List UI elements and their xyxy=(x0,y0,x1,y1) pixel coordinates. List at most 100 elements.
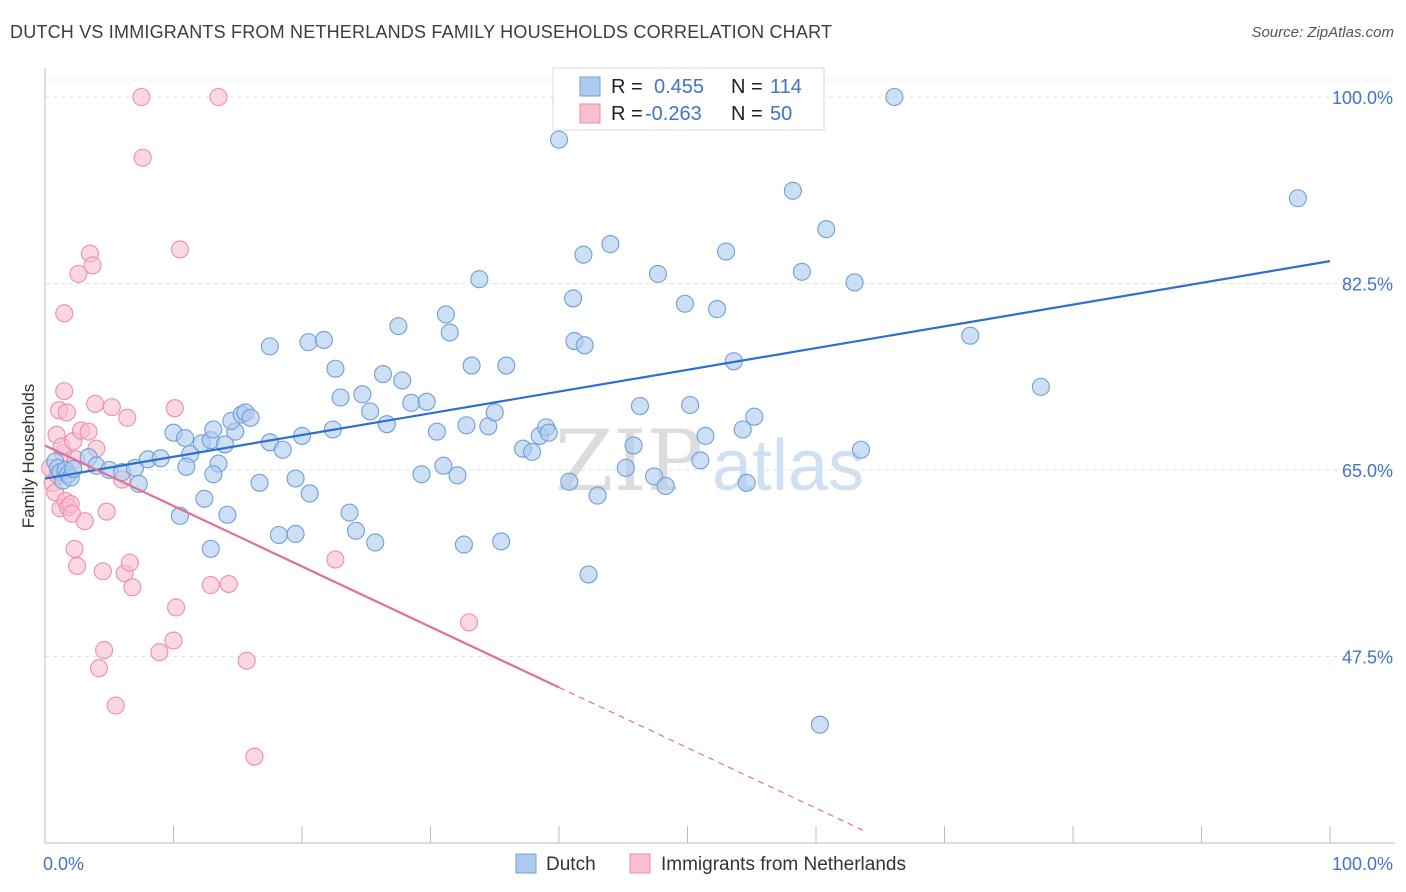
immigrants-point-32 xyxy=(102,398,121,417)
dutch-point-69 xyxy=(470,270,489,289)
immigrants-point-50 xyxy=(245,747,264,766)
dutch-point-45 xyxy=(314,330,333,350)
dutch-point-27 xyxy=(204,465,223,484)
immigrants-point-16 xyxy=(55,304,74,323)
dutch-point-21 xyxy=(204,420,223,439)
immigrants-point-25 xyxy=(83,256,102,275)
dutch-point-58 xyxy=(402,393,421,412)
dutch-point-60 xyxy=(417,392,436,411)
dutch-point-112 xyxy=(1031,377,1050,396)
dutch-point-34 xyxy=(241,408,260,427)
dutch-point-63 xyxy=(436,305,455,324)
chart-title: DUTCH VS IMMIGRANTS FROM NETHERLANDS FAM… xyxy=(10,22,833,42)
data-points xyxy=(41,87,1307,766)
immigrants-point-19 xyxy=(68,556,87,575)
immigrants-point-41 xyxy=(150,643,169,662)
dutch-point-57 xyxy=(393,371,412,390)
immigrants-point-52 xyxy=(459,613,479,632)
y-tick-labels: 47.5% 65.0% 82.5% 100.0% xyxy=(1332,88,1393,668)
watermark: ZIP atlas xyxy=(555,412,864,510)
dutch-point-89 xyxy=(624,436,643,455)
dutch-point-50 xyxy=(346,521,366,540)
dutch-point-65 xyxy=(448,466,467,485)
dutch-point-93 xyxy=(656,476,675,496)
dutch-point-108 xyxy=(845,273,864,292)
dutch-point-59 xyxy=(412,465,431,484)
dutch-point-73 xyxy=(497,356,516,375)
dutch-point-88 xyxy=(616,458,635,477)
dutch-point-84 xyxy=(575,336,594,355)
y-axis-title: Family Households xyxy=(19,384,38,529)
immigrants-point-43 xyxy=(165,399,184,418)
immigrants-point-12 xyxy=(57,403,76,422)
dutch-point-82 xyxy=(574,245,593,264)
dutch-point-96 xyxy=(691,451,710,470)
grid-lines xyxy=(45,79,1395,657)
dutch-point-53 xyxy=(366,533,385,552)
legend-box: R = 0.455 N = 114 R = -0.263 N = 50 xyxy=(552,67,825,131)
dutch-point-113 xyxy=(1288,189,1307,208)
immigrants-point-33 xyxy=(106,696,125,715)
series-immigrants xyxy=(41,87,479,766)
dutch-point-23 xyxy=(177,457,196,476)
dutch-point-67 xyxy=(457,416,476,435)
legend-n-label-2: N = xyxy=(731,103,763,125)
x-tick-label-0: 0.0% xyxy=(43,854,84,874)
dutch-point-40 xyxy=(286,524,305,543)
dutch-point-61 xyxy=(427,422,446,441)
legend-n-value-immigrants: 50 xyxy=(770,103,792,125)
x-tick-label-1: 100.0% xyxy=(1332,854,1393,874)
dutch-point-79 xyxy=(549,130,569,149)
dutch-point-80 xyxy=(560,472,579,491)
legend-r-value-dutch: 0.455 xyxy=(654,76,704,98)
dutch-point-85 xyxy=(579,565,598,584)
dutch-point-101 xyxy=(733,420,752,439)
dutch-point-52 xyxy=(361,402,380,421)
x-tick-labels: 0.0% 100.0% xyxy=(43,854,1393,874)
dutch-point-71 xyxy=(485,403,504,422)
bottom-legend-label-immigrants: Immigrants from Netherlands xyxy=(661,854,906,875)
immigrants-trend-line xyxy=(44,444,560,689)
dutch-point-94 xyxy=(675,294,694,313)
dutch-point-68 xyxy=(462,356,481,375)
dutch-point-54 xyxy=(373,365,393,384)
immigrants-trend-extension xyxy=(558,686,868,833)
legend-swatch-dutch xyxy=(579,76,601,97)
immigrants-point-44 xyxy=(170,240,189,259)
dutch-point-26 xyxy=(201,539,220,558)
dutch-point-91 xyxy=(648,264,667,283)
axes xyxy=(44,68,1395,844)
bottom-legend-swatch-dutch xyxy=(515,853,537,874)
immigrants-point-49 xyxy=(237,651,256,670)
immigrants-point-23 xyxy=(79,422,98,441)
immigrants-point-46 xyxy=(201,576,220,595)
immigrants-point-42 xyxy=(164,631,183,650)
bottom-legend: Dutch Immigrants from Netherlands xyxy=(515,853,906,875)
dutch-point-110 xyxy=(885,87,904,107)
dutch-point-66 xyxy=(454,535,473,554)
legend-swatch-immigrants xyxy=(579,103,601,124)
immigrants-point-36 xyxy=(118,408,137,427)
immigrants-point-29 xyxy=(93,562,112,581)
dutch-point-95 xyxy=(681,395,700,415)
dutch-point-102 xyxy=(737,473,756,492)
immigrants-point-26 xyxy=(86,394,105,413)
dutch-point-43 xyxy=(300,484,319,503)
immigrants-point-47 xyxy=(209,87,228,107)
dutch-point-104 xyxy=(783,181,802,200)
immigrants-point-48 xyxy=(219,574,238,594)
immigrants-point-28 xyxy=(89,659,109,678)
y-tick-label-2: 82.5% xyxy=(1342,275,1393,295)
bottom-legend-swatch-immigrants xyxy=(629,853,651,874)
dutch-point-36 xyxy=(250,473,269,492)
dutch-point-47 xyxy=(326,359,345,378)
bottom-legend-label-dutch: Dutch xyxy=(546,854,596,875)
dutch-point-87 xyxy=(601,235,620,254)
dutch-point-72 xyxy=(492,532,511,551)
dutch-point-39 xyxy=(269,525,288,545)
legend-r-label: R = xyxy=(611,76,643,98)
dutch-point-28 xyxy=(218,505,237,524)
legend-n-value-dutch: 114 xyxy=(770,76,802,98)
legend-n-label: N = xyxy=(731,76,763,98)
immigrants-point-40 xyxy=(133,148,152,167)
